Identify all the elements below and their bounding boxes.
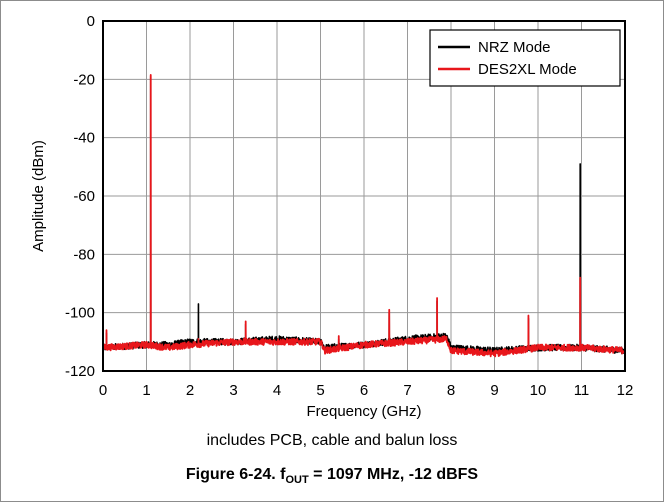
- y-tick-label: -20: [73, 71, 95, 88]
- x-tick-label: 12: [617, 382, 634, 399]
- x-tick-label: 6: [360, 382, 368, 399]
- x-tick-label: 4: [273, 382, 281, 399]
- x-tick-label: 2: [186, 382, 194, 399]
- series-line-des2xl-mode: [102, 74, 626, 358]
- caption-subscript: OUT: [285, 474, 309, 487]
- legend-box: [429, 29, 621, 87]
- plot-border: [102, 20, 626, 372]
- y-tick-label: -100: [65, 305, 95, 322]
- figure-note: includes PCB, cable and balun loss: [206, 432, 458, 449]
- y-tick-label: -120: [65, 363, 95, 380]
- y-tick-label: -80: [73, 246, 95, 263]
- x-tick-label: 1: [142, 382, 150, 399]
- legend-label: DES2XL Mode: [478, 61, 577, 78]
- caption-suffix: = 1097 MHz, -12 dBFS: [308, 466, 479, 483]
- y-tick-label: -60: [73, 188, 95, 205]
- figure-caption: Figure 6-24. fOUT = 1097 MHz, -12 dBFS: [0, 466, 664, 486]
- legend-label: NRZ Mode: [478, 39, 551, 56]
- x-tick-label: 9: [490, 382, 498, 399]
- x-tick-label: 8: [447, 382, 455, 399]
- spectrum-chart: 0 1 2 3 4 5 6 7 8 9 10 11 120-20-40-60-80-100-120Fre…: [30, 13, 634, 420]
- x-tick-label: 3: [229, 382, 237, 399]
- y-tick-label: -40: [73, 130, 95, 147]
- x-tick-label: 0: [99, 382, 107, 399]
- caption-prefix: Figure 6-24. f: [185, 466, 286, 483]
- y-tick-label: 0: [87, 13, 95, 30]
- x-tick-label: 7: [403, 382, 411, 399]
- x-tick-label: 10: [530, 382, 547, 399]
- x-tick-label: 5: [316, 382, 324, 399]
- x-tick-label: 11: [574, 382, 590, 399]
- y-axis-label: Amplitude (dBm): [30, 140, 47, 252]
- x-axis-label: Frequency (GHz): [306, 403, 421, 420]
